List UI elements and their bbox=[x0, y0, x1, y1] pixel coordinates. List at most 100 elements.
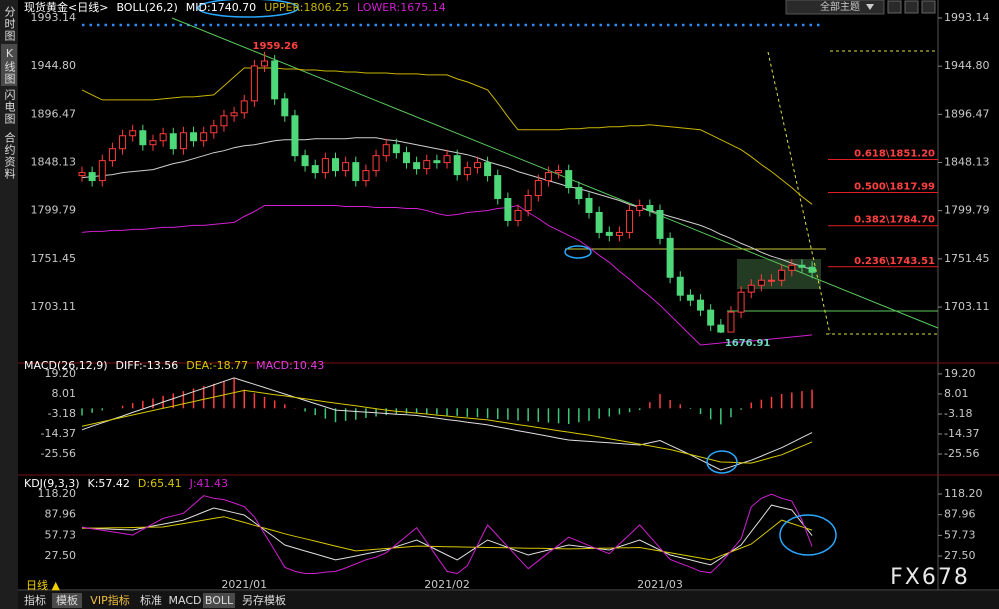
candle-body bbox=[210, 125, 218, 134]
side-tab[interactable]: 合约资料 bbox=[3, 131, 16, 180]
fib-label: 0.618\1851.20 bbox=[854, 148, 935, 159]
candle-body bbox=[382, 144, 390, 157]
series-line bbox=[81, 389, 813, 464]
candle-body bbox=[321, 158, 329, 174]
x-tick-label: 2021/02 bbox=[424, 578, 470, 591]
y-tick-label: 1993.14 bbox=[31, 11, 77, 24]
candle-body bbox=[615, 231, 623, 236]
bottom-tab[interactable]: 标准 bbox=[140, 593, 162, 607]
candle-body bbox=[413, 162, 421, 170]
candle-body bbox=[453, 155, 461, 176]
bottom-bar bbox=[18, 591, 999, 609]
candle-body bbox=[108, 148, 116, 162]
candle-body bbox=[676, 276, 684, 296]
candle-body bbox=[261, 60, 269, 67]
legend-label: K:57.42 bbox=[88, 477, 130, 490]
candle-body bbox=[504, 198, 512, 221]
candle-body bbox=[301, 155, 309, 167]
x-tick-label: 2021/03 bbox=[637, 578, 683, 591]
candle-body bbox=[179, 132, 187, 150]
tab-active bbox=[52, 593, 82, 608]
candle-body bbox=[565, 170, 573, 189]
candle-body bbox=[291, 115, 299, 157]
candle-body bbox=[575, 187, 583, 200]
candle-body bbox=[311, 165, 319, 174]
side-tab[interactable]: K线图 bbox=[3, 47, 16, 85]
highlight-circle bbox=[779, 514, 837, 556]
y-tick-label: 1799.79 bbox=[31, 204, 77, 217]
period-label[interactable]: 日线 ▲ bbox=[26, 578, 60, 592]
y-tick-label: 87.96 bbox=[944, 508, 976, 521]
candle-body bbox=[524, 195, 532, 211]
candle-body bbox=[119, 135, 127, 150]
bottom-tab[interactable]: 模板 bbox=[56, 593, 78, 607]
legend-label: D:65.41 bbox=[138, 477, 182, 490]
candle-body bbox=[281, 98, 289, 117]
y-tick-label: -14.37 bbox=[41, 427, 76, 440]
candle-body bbox=[798, 264, 806, 268]
highlight-circle bbox=[197, 0, 299, 18]
high-label: 1959.26 bbox=[253, 41, 299, 52]
legend-label: J:41.43 bbox=[189, 477, 228, 490]
y-tick-label: 1751.45 bbox=[31, 252, 77, 265]
candle-body bbox=[88, 172, 96, 182]
y-tick-label: 19.20 bbox=[45, 367, 77, 380]
y-tick-label: -25.56 bbox=[944, 447, 979, 460]
candle-body bbox=[220, 115, 228, 127]
candle-body bbox=[768, 279, 776, 282]
y-tick-label: 1944.80 bbox=[31, 59, 77, 72]
bottom-tab[interactable]: 指标 bbox=[24, 593, 46, 607]
theme-label[interactable]: 全部主题 bbox=[820, 0, 860, 13]
y-tick-label: 1848.13 bbox=[944, 156, 990, 169]
low-label: 1676.91 bbox=[725, 338, 771, 349]
legend-label: KDJ(9,3,3) bbox=[24, 477, 80, 490]
candle-body bbox=[159, 133, 167, 142]
watermark: FX678 bbox=[890, 565, 970, 590]
fib-label: 0.382\1784.70 bbox=[854, 215, 935, 226]
bottom-tab[interactable]: MACD bbox=[169, 594, 202, 607]
candle-body bbox=[788, 264, 796, 271]
icon-button[interactable] bbox=[887, 0, 902, 14]
marks: 1993.14 1993.14 1944.80 1944.80 1896.47 1896.… bbox=[31, 11, 990, 575]
y-tick-label: 1896.47 bbox=[31, 107, 77, 120]
bottom-tab[interactable]: 另存模板 bbox=[242, 593, 286, 607]
bottom-tab[interactable]: VIP指标 bbox=[90, 593, 129, 607]
candle-body bbox=[656, 209, 664, 239]
candle-body bbox=[595, 211, 603, 233]
candle-body bbox=[646, 204, 654, 211]
candle-body bbox=[230, 112, 238, 117]
side-tab[interactable]: 闪电图 bbox=[3, 88, 16, 125]
legend-label: UPPER:1806.25 bbox=[264, 1, 349, 14]
candle-body bbox=[332, 158, 339, 172]
y-tick-label: 19.20 bbox=[944, 367, 976, 380]
candle-body bbox=[463, 167, 471, 176]
y-tick-label: 27.50 bbox=[944, 549, 976, 562]
candle-body bbox=[392, 144, 400, 154]
x-tick-label: 2021/01 bbox=[221, 578, 267, 591]
y-tick-label: 1703.11 bbox=[31, 300, 77, 313]
dashed-line bbox=[767, 51, 831, 335]
icon-button[interactable] bbox=[921, 0, 936, 14]
candle-body bbox=[362, 170, 370, 182]
series-line bbox=[81, 67, 813, 205]
legend-label: DEA:-18.77 bbox=[186, 359, 248, 372]
series-line bbox=[81, 516, 813, 561]
dropdown-arrow[interactable] bbox=[866, 4, 874, 10]
candle-body bbox=[129, 130, 137, 137]
candle-body bbox=[555, 170, 563, 174]
y-tick-label: 87.96 bbox=[45, 508, 77, 521]
bottom-tab[interactable]: BOLL bbox=[205, 594, 234, 607]
candle-body bbox=[717, 324, 725, 333]
series-line bbox=[81, 493, 813, 575]
candle-body bbox=[626, 209, 634, 233]
side-tab[interactable]: 分时图 bbox=[3, 6, 16, 42]
legend-label: MID:1740.70 bbox=[186, 1, 256, 14]
theme-select[interactable] bbox=[785, 0, 885, 15]
candle-body bbox=[747, 284, 755, 293]
candle-body bbox=[473, 162, 481, 169]
candle-body bbox=[98, 160, 106, 182]
icon-button[interactable] bbox=[904, 0, 919, 14]
legend-label: MACD(26,12,9) bbox=[24, 359, 108, 372]
y-tick-label: 57.73 bbox=[944, 528, 976, 541]
